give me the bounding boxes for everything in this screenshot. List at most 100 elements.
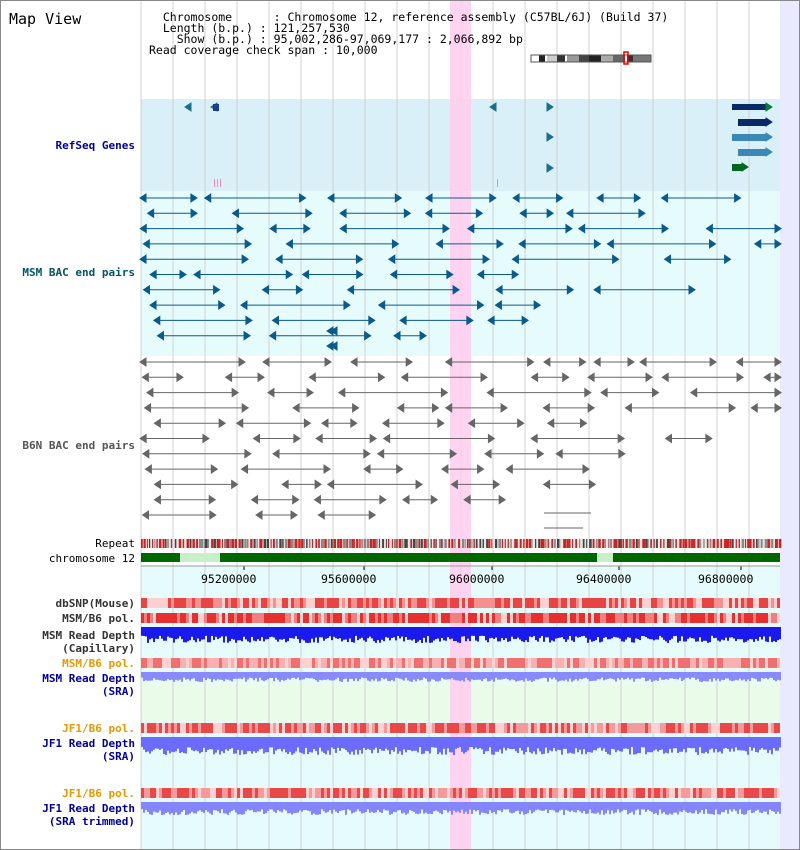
msm-depth-cap-bar [287, 627, 289, 642]
label-jf1-pol[interactable]: JF1/B6 pol. [62, 722, 135, 735]
repeat-element [486, 539, 489, 548]
jf1-depth-bar [655, 737, 657, 750]
label-jf1-depth-trimmed[interactable]: JF1 Read Depth [42, 802, 135, 815]
msm-bac-pair-end [346, 284, 355, 295]
msm-depth-cap-bar [253, 627, 255, 641]
dbsnp-cell [615, 598, 618, 608]
msm-depth-cap-bar [511, 627, 513, 637]
msm-depth-sra-bar [615, 672, 617, 682]
jf1-pol-cell [711, 723, 714, 733]
msm-pol-sra-cell [297, 658, 300, 668]
jf1-pol-trim-cell [720, 788, 723, 798]
b6n-bac-pair-end [352, 402, 360, 413]
jf1-depth-bar [151, 737, 153, 752]
jf1-depth-bar [143, 737, 145, 750]
msm-pol-sra-cell [414, 658, 417, 668]
label-msm-bac[interactable]: MSM BAC end pairs [22, 266, 135, 279]
gene-marker [184, 102, 192, 112]
msm-pol-cell [150, 613, 153, 623]
msm-pol-sra-cell [657, 658, 660, 668]
b6n-bac-pair-end [376, 448, 385, 459]
jf1-depth-trim-bar [205, 802, 207, 811]
msm-pol-cell [333, 613, 336, 623]
label-chromosome[interactable]: chromosome 12 [48, 552, 135, 565]
b6n-bac-pair-end [517, 418, 525, 429]
label-jf1-pol-trimmed[interactable]: JF1/B6 pol. [62, 787, 135, 800]
jf1-pol-cell [516, 723, 519, 733]
jf1-depth-trim-bar [217, 802, 219, 812]
jf1-depth-trim-bar [289, 802, 291, 814]
repeat-element [287, 539, 291, 548]
label-msm-depth-capillary[interactable]: MSM Read Depth [42, 629, 135, 642]
msm-pol-sra-cell [636, 658, 639, 668]
msm-bac-pair-end [305, 208, 313, 219]
msm-depth-cap-bar [607, 627, 609, 640]
label-refseq-genes[interactable]: RefSeq Genes [55, 139, 135, 152]
jf1-depth-bar [707, 737, 709, 754]
msm-pol-cell [768, 613, 771, 623]
msm-pol-sra-cell [771, 658, 774, 668]
msm-pol-sra-cell [711, 658, 714, 668]
label-msm-pol[interactable]: MSM/B6 pol. [62, 612, 135, 625]
msm-pol-sra-cell [741, 658, 744, 668]
jf1-depth-bar [177, 737, 179, 749]
jf1-pol-cell [186, 723, 189, 733]
label-jf1-depth[interactable]: JF1 Read Depth [42, 737, 135, 750]
msm-bac-pair-end [391, 238, 400, 249]
jf1-depth-trim-bar [563, 802, 565, 815]
repeat-element [398, 539, 402, 548]
msm-depth-cap-bar [667, 627, 669, 643]
jf1-pol-cell [327, 723, 330, 733]
label-msm-pol-sra[interactable]: MSM/B6 pol. [62, 657, 135, 670]
dbsnp-cell [585, 598, 588, 608]
msm-pol-cell [669, 613, 672, 623]
msm-depth-sra-bar [587, 672, 589, 680]
b6n-bac-pair-end [627, 357, 635, 367]
jf1-pol-trim-cell [741, 788, 744, 798]
label-repeat[interactable]: Repeat [95, 537, 135, 550]
jf1-pol-cell [396, 723, 399, 733]
jf1-pol-trim-cell [702, 788, 705, 798]
msm-depth-sra-bar [397, 672, 399, 679]
dbsnp-cell [369, 598, 372, 608]
jf1-depth-trim-bar [771, 802, 773, 812]
msm-depth-sra-bar [595, 672, 597, 681]
msm-depth-sra-bar [755, 672, 757, 680]
ideogram-band [601, 55, 613, 62]
b6n-bac-pair-end [492, 479, 501, 490]
jf1-pol-cell [261, 723, 264, 733]
msm-depth-cap-bar [155, 627, 157, 639]
jf1-depth-trim-bar [553, 802, 555, 811]
jf1-pol-trim-cell [429, 788, 432, 798]
jf1-depth-trim-bar [729, 802, 731, 810]
label-b6n-bac[interactable]: B6N BAC end pairs [22, 439, 135, 452]
jf1-pol-trim-cell [594, 788, 597, 798]
repeat-element [391, 539, 393, 548]
label-dbsnp[interactable]: dbSNP(Mouse) [55, 597, 135, 610]
jf1-depth-trim-bar [157, 802, 159, 813]
label-msm-depth-sra[interactable]: MSM Read Depth [42, 672, 135, 685]
jf1-pol-trim-cell [321, 788, 324, 798]
jf1-pol-trim-cell [507, 788, 510, 798]
jf1-depth-trim-bar [745, 802, 747, 815]
repeat-element [741, 539, 745, 548]
msm-depth-cap-bar [171, 627, 173, 639]
repeat-element [507, 539, 509, 548]
jf1-depth-bar [145, 737, 147, 753]
chromosome-value: Chromosome 12, reference assembly (C57BL… [287, 10, 669, 24]
jf1-pol-cell [513, 723, 516, 733]
jf1-pol-trim-cell [600, 788, 603, 798]
msm-pol-cell [261, 613, 264, 623]
jf1-depth-trim-bar [489, 802, 491, 811]
repeat-element [554, 539, 556, 548]
repeat-element [547, 539, 549, 548]
msm-depth-sra-bar [259, 672, 261, 678]
jf1-depth-trim-bar [493, 802, 495, 812]
jf1-depth-trim-bar [675, 802, 677, 813]
msm-pol-sra-cell [579, 658, 582, 668]
jf1-depth-bar [339, 737, 341, 751]
jf1-depth-bar [617, 737, 619, 751]
dbsnp-cell [546, 598, 549, 608]
msm-pol-cell [681, 613, 684, 623]
